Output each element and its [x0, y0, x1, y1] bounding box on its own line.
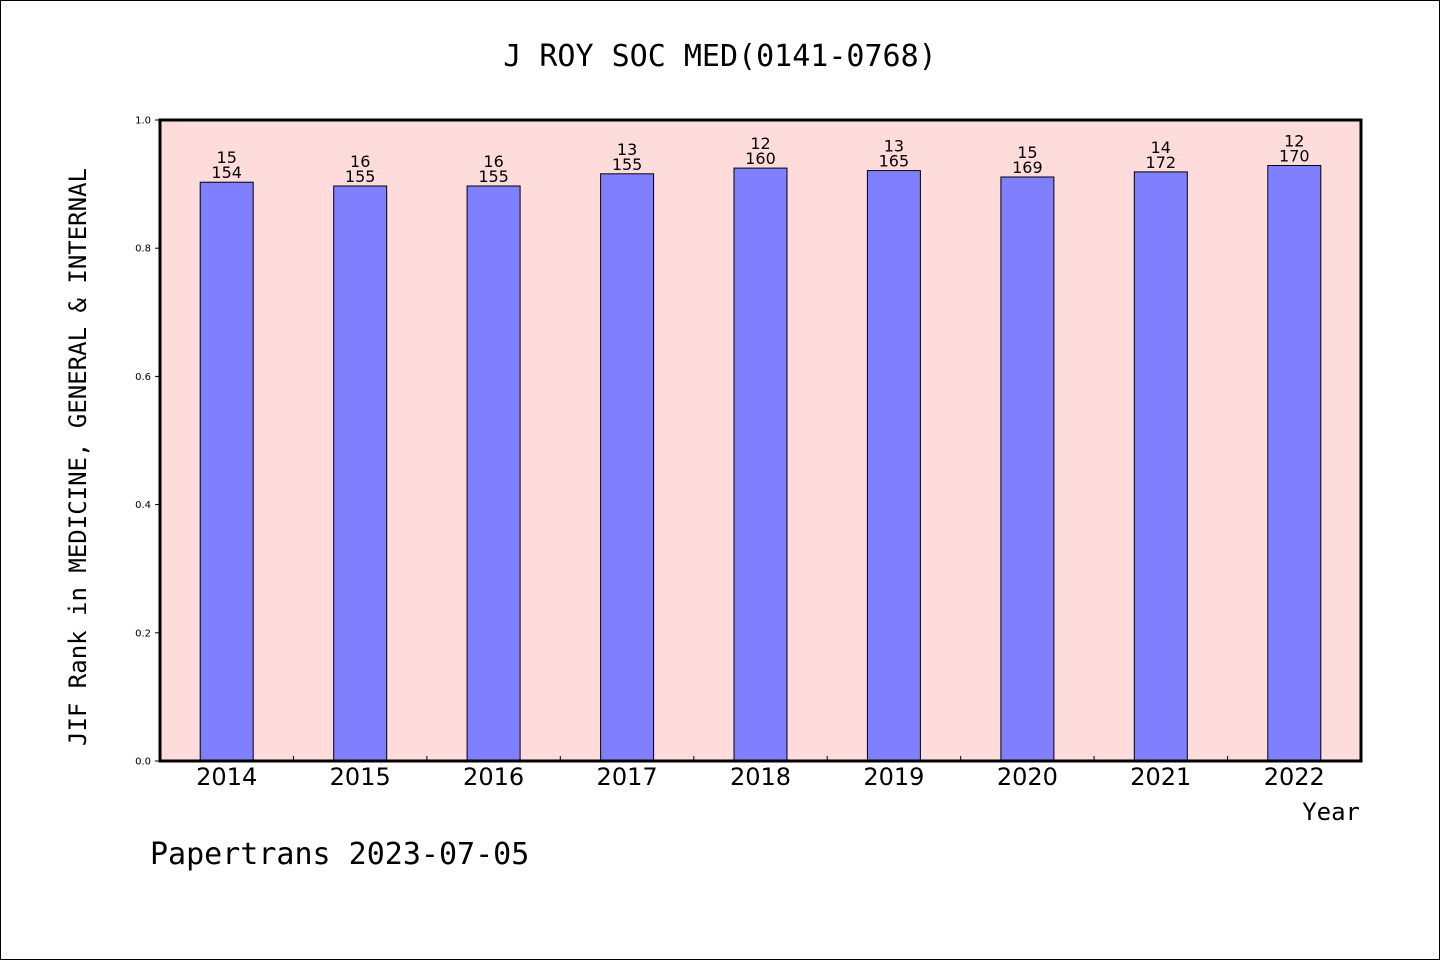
- bar-label-rank-2020: 15: [1017, 143, 1037, 162]
- bar-label-rank-2017: 13: [617, 140, 637, 159]
- x-axis-label: Year: [1302, 798, 1360, 826]
- bar-label-total-2017: 155: [612, 155, 643, 174]
- bar-label-total-2022: 170: [1279, 147, 1310, 166]
- x-tick-label-2019: 2019: [863, 763, 924, 791]
- y-tick-label-0.4: 0.4: [135, 500, 151, 511]
- bar-2016: [466, 185, 521, 762]
- bar-label-total-2016: 155: [478, 167, 509, 186]
- bar-2014: [199, 181, 254, 762]
- bar-label-total-2020: 169: [1012, 158, 1043, 177]
- y-tick-label-0.6: 0.6: [135, 372, 151, 383]
- bar-2017: [600, 173, 655, 762]
- bar-label-rank-2014: 15: [217, 148, 237, 167]
- y-tick-label-1.0: 1.0: [135, 116, 151, 127]
- y-axis-label: JIF Rank in MEDICINE, GENERAL & INTERNAL: [64, 168, 92, 746]
- ticks-group: 2014 2015 2016 2017 2018 2019 2020 2021 2022 0.0 0…: [135, 116, 1325, 792]
- footer-text: Papertrans 2023-07-05: [150, 837, 529, 872]
- x-tick-label-2020: 2020: [997, 763, 1058, 791]
- bar-label-total-2019: 165: [879, 152, 910, 171]
- bar-label-total-2015: 155: [345, 167, 376, 186]
- x-tick-label-2016: 2016: [463, 763, 524, 791]
- x-tick-label-2018: 2018: [730, 763, 791, 791]
- y-tick-label-0.8: 0.8: [135, 244, 151, 255]
- y-tick-label-0.2: 0.2: [135, 628, 151, 639]
- bar-2022: [1267, 165, 1322, 762]
- bar-2020: [1000, 176, 1055, 762]
- x-tick-label-2015: 2015: [330, 763, 391, 791]
- bar-label-total-2018: 160: [745, 149, 776, 168]
- bar-label-total-2014: 154: [211, 163, 242, 182]
- bar-label-total-2021: 172: [1146, 153, 1177, 172]
- bar-label-rank-2019: 13: [884, 137, 904, 156]
- bar-2018: [733, 167, 788, 762]
- chart-title: J ROY SOC MED(0141-0768): [503, 39, 936, 74]
- bar-2015: [333, 185, 388, 762]
- plot-border: [158, 118, 1363, 763]
- bar-label-rank-2015: 16: [350, 152, 370, 171]
- bar-label-rank-2018: 12: [750, 134, 770, 153]
- bar-2021: [1133, 171, 1188, 762]
- x-tick-label-2022: 2022: [1264, 763, 1325, 791]
- bar-label-rank-2016: 16: [483, 152, 503, 171]
- x-tick-label-2021: 2021: [1130, 763, 1191, 791]
- x-tick-label-2017: 2017: [597, 763, 658, 791]
- y-tick-label-0.0: 0.0: [135, 757, 151, 768]
- x-tick-label-2014: 2014: [196, 763, 257, 791]
- bar-2019: [866, 170, 921, 762]
- bar-label-rank-2021: 14: [1151, 138, 1171, 157]
- bar-label-rank-2022: 12: [1284, 132, 1304, 151]
